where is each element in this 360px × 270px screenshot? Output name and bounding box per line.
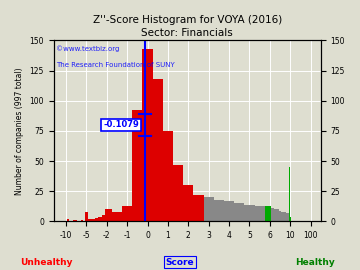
Bar	[214, 200, 224, 221]
Bar	[91, 219, 95, 221]
Text: -0.1079: -0.1079	[103, 120, 139, 129]
Bar	[143, 49, 153, 221]
Bar	[281, 212, 284, 221]
Bar	[274, 209, 276, 221]
Bar	[265, 206, 271, 221]
Bar	[289, 214, 290, 221]
Text: Healthy: Healthy	[295, 258, 335, 266]
Bar	[73, 220, 75, 221]
Bar	[67, 219, 69, 221]
Bar	[276, 209, 279, 221]
Bar	[75, 220, 77, 221]
Bar	[271, 208, 274, 221]
Bar	[105, 209, 112, 221]
Bar	[193, 195, 204, 221]
Bar	[173, 165, 183, 221]
Bar	[279, 211, 281, 221]
Bar	[112, 212, 122, 221]
Bar	[255, 206, 265, 221]
Text: ©www.textbiz.org: ©www.textbiz.org	[57, 46, 120, 52]
Bar	[224, 201, 234, 221]
Bar	[88, 219, 91, 221]
Bar	[183, 185, 193, 221]
Bar	[284, 212, 287, 221]
Text: Score: Score	[166, 258, 194, 266]
Bar	[132, 110, 143, 221]
Bar	[204, 197, 214, 221]
Bar	[122, 206, 132, 221]
Text: Unhealthy: Unhealthy	[21, 258, 73, 266]
Bar	[289, 167, 290, 221]
Bar	[163, 131, 173, 221]
Bar	[153, 79, 163, 221]
Y-axis label: Number of companies (997 total): Number of companies (997 total)	[15, 67, 24, 195]
Bar	[98, 217, 102, 221]
Bar	[85, 212, 88, 221]
Text: The Research Foundation of SUNY: The Research Foundation of SUNY	[57, 62, 175, 68]
Bar	[95, 218, 98, 221]
Bar	[234, 203, 244, 221]
Bar	[265, 207, 271, 221]
Title: Z''-Score Histogram for VOYA (2016)
Sector: Financials: Z''-Score Histogram for VOYA (2016) Sect…	[93, 15, 282, 38]
Bar	[102, 215, 105, 221]
Bar	[81, 220, 83, 221]
Bar	[244, 205, 255, 221]
Bar	[287, 213, 289, 221]
